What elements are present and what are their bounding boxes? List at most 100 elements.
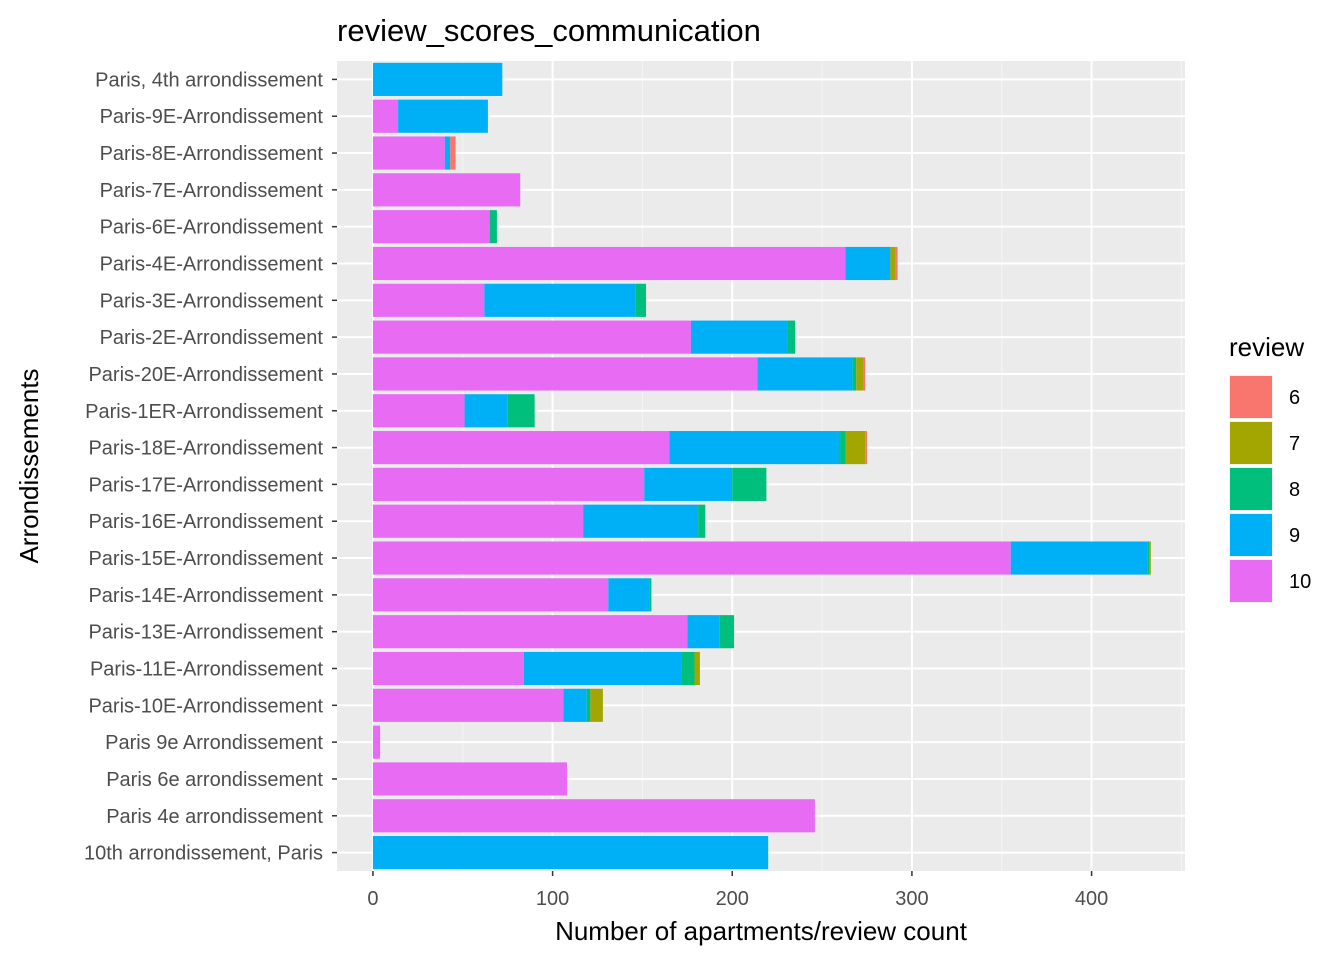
bar-segment	[372, 836, 769, 870]
legend-label: 8	[1289, 479, 1300, 501]
y-tick-label: Paris-17E-Arrondissement	[88, 474, 323, 496]
bar-segment	[1010, 541, 1148, 575]
bar-segment	[719, 615, 735, 649]
x-tick-label: 200	[716, 888, 749, 910]
bar-segment	[372, 615, 688, 649]
y-tick-label: Paris-20E-Arrondissement	[88, 364, 323, 386]
bar-segment	[608, 578, 650, 612]
bar-segment	[372, 725, 381, 759]
bar-segment	[845, 431, 866, 465]
legend-label: 10	[1289, 571, 1311, 593]
bar-segment	[372, 762, 567, 796]
y-tick-label: Paris, 4th arrondissement	[95, 69, 323, 91]
x-tick-label: 300	[895, 888, 928, 910]
bar-segment	[669, 431, 841, 465]
y-tick-label: Paris-14E-Arrondissement	[88, 585, 323, 607]
bar-segment	[372, 357, 758, 391]
bar-segment	[372, 246, 846, 281]
y-tick-label: Paris-9E-Arrondissement	[100, 106, 324, 128]
bar-segment	[372, 541, 1011, 575]
bar-segment	[523, 651, 682, 686]
bar-segment	[372, 467, 645, 501]
bar-segment	[732, 467, 767, 501]
bar-segment	[372, 320, 691, 354]
bar-segment	[372, 283, 485, 317]
y-tick-label: Paris-18E-Arrondissement	[88, 438, 323, 460]
bar-segment	[840, 431, 846, 465]
legend-label: 9	[1289, 525, 1300, 547]
bar-segment	[895, 246, 898, 281]
legend-swatch	[1230, 422, 1272, 464]
bar-segment	[590, 688, 603, 722]
y-tick-label: Paris-11E-Arrondissement	[90, 659, 323, 681]
legend-label: 6	[1289, 387, 1300, 409]
y-tick-label: Paris-3E-Arrondissement	[100, 290, 324, 312]
y-tick-label: Paris 4e arrondissement	[106, 806, 323, 828]
bar-segment	[845, 246, 891, 281]
bar-segment	[444, 136, 451, 170]
bar-segment	[644, 467, 733, 501]
legend-swatch	[1230, 468, 1272, 510]
bar-segment	[464, 394, 508, 428]
bar-segment	[507, 394, 535, 428]
bar-segment	[698, 504, 706, 538]
legend: review 6 7 8 9 10	[1229, 332, 1311, 603]
y-tick-label: Paris-16E-Arrondissement	[88, 511, 323, 533]
y-tick-label: Paris 6e arrondissement	[106, 769, 323, 791]
bar-segment	[450, 136, 456, 170]
y-tick-label: Paris-10E-Arrondissement	[88, 695, 323, 717]
y-axis-title: Arrondissements	[14, 368, 44, 563]
bar-segment	[563, 688, 587, 722]
legend-swatch	[1230, 514, 1272, 556]
bar-segment	[583, 504, 699, 538]
y-tick-label: Paris-4E-Arrondissement	[100, 254, 324, 276]
bar-segment	[865, 431, 867, 465]
bar-segment	[372, 173, 521, 207]
y-tick-label: Paris-6E-Arrondissement	[100, 217, 324, 239]
bar-segment	[890, 246, 896, 281]
bar-segment	[856, 357, 864, 391]
bar-segment	[690, 320, 788, 354]
y-tick-label: Paris 9e Arrondissement	[105, 732, 323, 754]
bar-segment	[681, 651, 695, 686]
y-tick-label: Paris-13E-Arrondissement	[88, 622, 323, 644]
bar-segment	[787, 320, 796, 354]
bar-segment	[484, 283, 636, 317]
x-tick-label: 0	[367, 888, 378, 910]
bar-segment	[372, 431, 670, 465]
x-tick-label: 100	[536, 888, 569, 910]
y-tick-label: Paris-8E-Arrondissement	[100, 143, 324, 165]
x-axis-title: Number of apartments/review count	[555, 916, 968, 946]
bar-segment	[372, 504, 584, 538]
bar-segment	[863, 357, 866, 391]
legend-swatch	[1230, 560, 1272, 602]
legend-label: 7	[1289, 433, 1300, 455]
bar-segment	[372, 136, 445, 170]
bar-segment	[372, 394, 465, 428]
bar-segment	[372, 210, 490, 244]
bar-segment	[1147, 541, 1150, 575]
bar-segment	[687, 615, 720, 649]
y-tick-label: Paris-2E-Arrondissement	[100, 327, 324, 349]
bars	[372, 62, 1151, 870]
bar-segment	[372, 578, 609, 612]
y-tick-label: Paris-7E-Arrondissement	[100, 180, 324, 202]
x-axis-ticks: 0 100 200 300 400	[367, 871, 1108, 910]
bar-segment	[635, 283, 647, 317]
bar-segment	[372, 99, 399, 133]
bar-segment	[694, 651, 700, 686]
x-tick-label: 400	[1075, 888, 1108, 910]
bar-segment	[1149, 541, 1151, 575]
y-tick-label: Paris-1ER-Arrondissement	[85, 401, 323, 423]
bar-segment	[757, 357, 853, 391]
y-axis-ticks: Paris, 4th arrondissement Paris-9E-Arrond…	[84, 69, 337, 865]
bar-segment	[489, 210, 497, 244]
bar-segment	[649, 578, 652, 612]
y-tick-label: 10th arrondissement, Paris	[84, 843, 323, 865]
bar-segment	[372, 688, 564, 722]
legend-swatch	[1230, 376, 1272, 418]
bar-segment	[398, 99, 488, 133]
chart-title: review_scores_communication	[337, 13, 761, 48]
